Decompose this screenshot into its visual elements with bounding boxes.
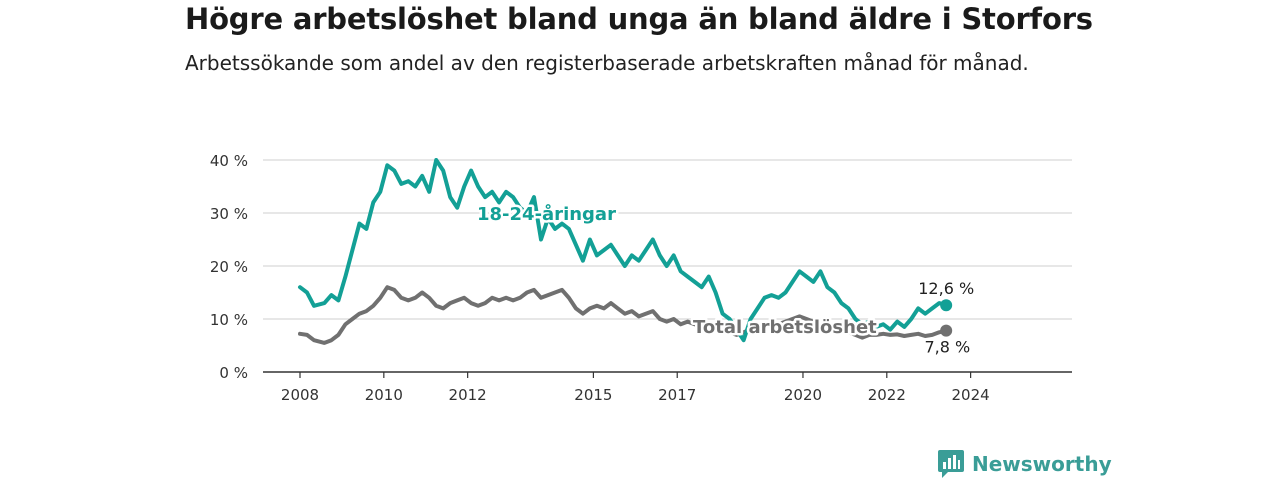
total-end-label: 7,8 %: [924, 338, 970, 357]
x-tick-label: 2008: [281, 386, 319, 404]
newsworthy-logo-text: Newsworthy: [972, 452, 1112, 476]
total-end-dot: [940, 324, 953, 337]
y-tick-label: 40 %: [210, 152, 248, 170]
chart-subtitle: Arbetssökande som andel av den registerb…: [185, 51, 1029, 75]
y-tick-label: 30 %: [210, 205, 248, 223]
y-tick-label: 10 %: [210, 311, 248, 329]
x-tick-label: 2012: [449, 386, 487, 404]
total-series-label: Total arbetslöshet: [693, 317, 877, 338]
x-tick-label: 2022: [868, 386, 906, 404]
newsworthy-logo: Newsworthy: [938, 450, 1112, 478]
x-tick-label: 2017: [658, 386, 696, 404]
chart-title: Högre arbetslöshet bland unga än bland ä…: [185, 2, 1093, 36]
x-tick-label: 2024: [952, 386, 990, 404]
newsworthy-logo-icon: [938, 450, 964, 478]
y-tick-label: 0 %: [219, 364, 248, 382]
total-line: [298, 285, 949, 345]
x-tick-label: 2010: [365, 386, 403, 404]
youth-end-label: 12,6 %: [918, 279, 974, 298]
youth-series-label: 18-24-åringar: [477, 203, 616, 225]
x-tick-label: 2020: [784, 386, 822, 404]
youth-line: [298, 158, 949, 343]
y-tick-label: 20 %: [210, 258, 248, 276]
youth-end-dot: [940, 299, 953, 312]
x-tick-label: 2015: [574, 386, 612, 404]
